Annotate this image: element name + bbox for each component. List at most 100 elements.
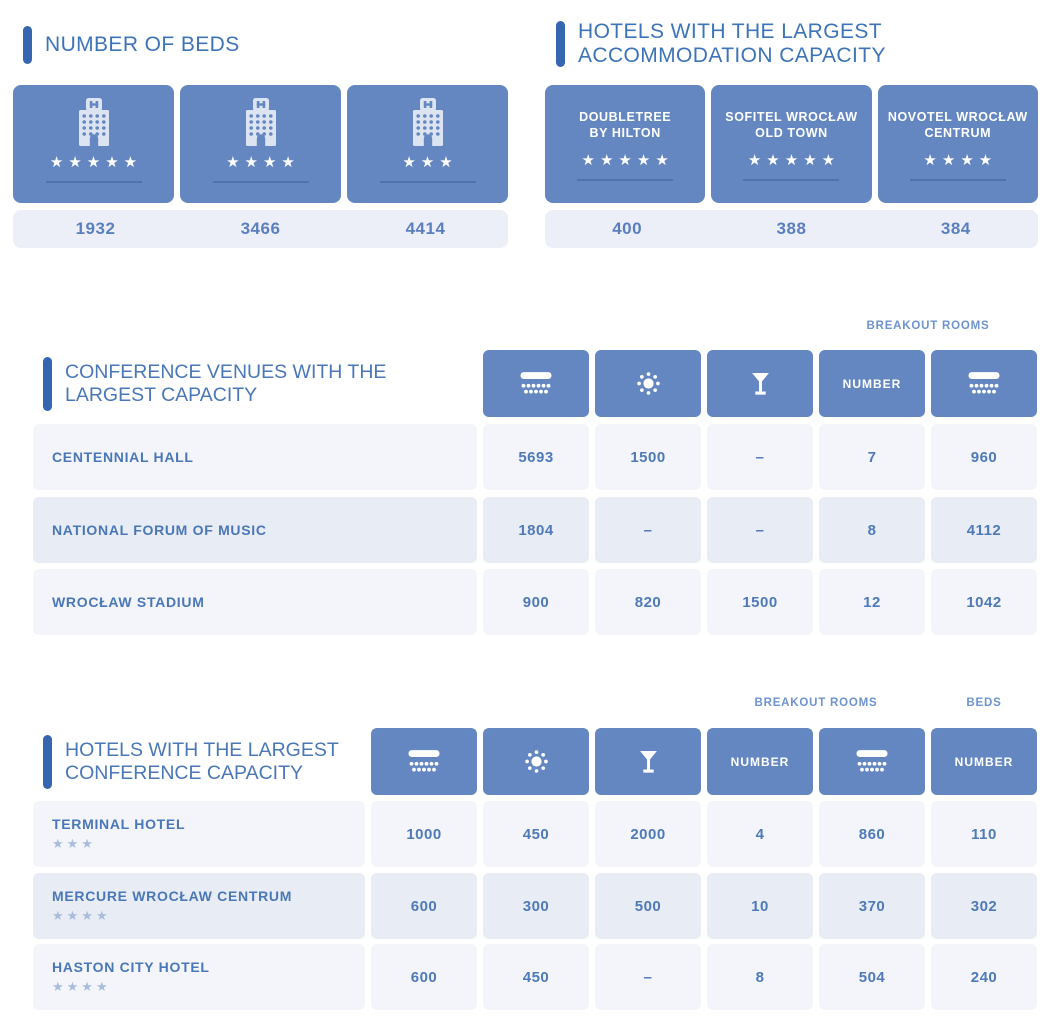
beds-card-5star: ★★★★★	[13, 85, 174, 203]
star-rating: ★★★★	[52, 908, 111, 923]
accommodation-card-row: DOUBLETREE BY HILTON ★★★★★ SOFITEL WROCŁ…	[545, 85, 1038, 203]
card-divider	[743, 178, 840, 181]
column-header-breakout-theater	[931, 350, 1037, 417]
venues-table: BREAKOUT ROOMS CONFERENCE VENUES WITH TH…	[33, 320, 1037, 640]
number-label: NUMBER	[730, 754, 790, 769]
value-cell: –	[595, 944, 701, 1010]
cocktail-icon	[639, 750, 657, 773]
capacity-value: 388	[776, 219, 807, 238]
star-rating: ★★★★	[226, 154, 300, 171]
accent-bar	[43, 734, 52, 789]
number-label: NUMBER	[842, 376, 902, 391]
value-cell: 10	[707, 873, 813, 939]
hotel-name: HASTON CITY HOTEL	[52, 959, 210, 975]
hotel-building-icon	[405, 98, 451, 146]
star-rating: ★★★★★	[747, 151, 841, 169]
table-title-line2: CONFERENCE CAPACITY	[65, 761, 303, 784]
value-cell: 450	[483, 944, 589, 1010]
value-cell: 240	[931, 944, 1037, 1010]
table-row: NATIONAL FORUM OF MUSIC 1804 – – 8 4112	[33, 497, 1037, 563]
value-cell: 302	[931, 873, 1037, 939]
hotel-name-line1: NOVOTEL WROCŁAW	[887, 110, 1028, 124]
value-cell: 1000	[371, 801, 477, 867]
value-cell: 1500	[595, 424, 701, 490]
column-header-theater	[483, 350, 589, 417]
venue-name: WROCŁAW STADIUM	[52, 594, 205, 610]
value-cell: 450	[483, 801, 589, 867]
value-cell: 5693	[483, 424, 589, 490]
accommodation-section-title: HOTELS WITH THE LARGEST ACCOMMODATION CA…	[556, 20, 886, 67]
beds-section-title: NUMBER OF BEDS	[23, 26, 240, 64]
beds-label: BEDS	[966, 697, 1002, 709]
beds-card-row: ★★★★★ ★★★★ ★★★	[13, 85, 508, 203]
cocktail-icon	[751, 372, 769, 395]
column-header-cocktail	[707, 350, 813, 417]
star-rating: ★★★★	[923, 151, 998, 169]
capacity-value: 400	[612, 219, 643, 238]
beds-card-4star: ★★★★	[180, 85, 341, 203]
value-cell: 960	[931, 424, 1037, 490]
value-cell: 504	[819, 944, 925, 1010]
column-header-sun	[595, 350, 701, 417]
beds-card-3star: ★★★	[347, 85, 508, 203]
column-header-cocktail	[595, 728, 701, 795]
value-cell: 8	[707, 944, 813, 1010]
accent-bar	[23, 26, 32, 64]
column-header-sun	[483, 728, 589, 795]
accent-bar	[556, 21, 565, 67]
value-cell: 600	[371, 944, 477, 1010]
value-cell: 820	[595, 569, 701, 635]
value-cell: 1042	[931, 569, 1037, 635]
value-cell: 860	[819, 801, 925, 867]
star-rating: ★★★	[402, 154, 458, 171]
beds-value: 3466	[240, 219, 281, 238]
star-rating: ★★★★★	[49, 154, 143, 171]
section-title: NUMBER OF BEDS	[45, 33, 240, 57]
sun-icon	[524, 750, 548, 773]
card-divider	[45, 181, 142, 183]
beds-value: 1932	[75, 219, 116, 238]
value-cell: 1804	[483, 497, 589, 563]
value-cell: 300	[483, 873, 589, 939]
theater-seating-icon	[520, 372, 552, 394]
hotel-name: MERCURE WROCŁAW CENTRUM	[52, 888, 293, 904]
beds-values-strip: 1932 3466 4414	[13, 210, 508, 248]
beds-value: 4414	[405, 219, 446, 238]
value-cell: 500	[595, 873, 701, 939]
table-row: CENTENNIAL HALL 5693 1500 – 7 960	[33, 424, 1037, 490]
value-cell: –	[595, 497, 701, 563]
column-header-theater	[371, 728, 477, 795]
section-title-line1: HOTELS WITH THE LARGEST	[578, 20, 883, 44]
card-divider	[379, 181, 476, 183]
column-header-breakout-theater	[819, 728, 925, 795]
breakout-rooms-label: BREAKOUT ROOMS	[754, 697, 878, 709]
value-cell: 110	[931, 801, 1037, 867]
value-cell: –	[707, 424, 813, 490]
column-header-number: NUMBER	[707, 728, 813, 795]
venue-name: CENTENNIAL HALL	[52, 449, 194, 465]
table-title-line2: WITH THE LARGEST CAPACITY	[65, 360, 387, 406]
value-cell: 600	[371, 873, 477, 939]
hotel-name: TERMINAL HOTEL	[52, 816, 186, 832]
value-cell: 900	[483, 569, 589, 635]
value-cell: 1500	[707, 569, 813, 635]
value-cell: 4	[707, 801, 813, 867]
table-title-line1: HOTELS WITH THE LARGEST	[65, 738, 339, 761]
hotel-name-line2: BY HILTON	[589, 126, 661, 141]
value-cell: 8	[819, 497, 925, 563]
section-title-line2: ACCOMMODATION CAPACITY	[578, 44, 886, 67]
table-row: HASTON CITY HOTEL ★★★★ 600 450 – 8 504 2…	[33, 944, 1037, 1010]
hotel-card: DOUBLETREE BY HILTON ★★★★★	[545, 85, 706, 203]
card-divider	[909, 178, 1006, 181]
value-cell: 7	[819, 424, 925, 490]
column-header-beds-number: NUMBER	[931, 728, 1037, 795]
hotels-table: BREAKOUT ROOMS BEDS HOTELS WITH THE LARG…	[33, 697, 1037, 1017]
table-row: MERCURE WROCŁAW CENTRUM ★★★★ 600 300 500…	[33, 873, 1037, 939]
hotel-name-line2: OLD TOWN	[755, 126, 828, 141]
hotel-name-line1: SOFITEL WROCŁAW	[725, 110, 858, 124]
breakout-rooms-label: BREAKOUT ROOMS	[866, 320, 990, 332]
hotel-name-line1: DOUBLETREE	[579, 110, 672, 124]
value-cell: 4112	[931, 497, 1037, 563]
value-cell: 370	[819, 873, 925, 939]
value-cell: 12	[819, 569, 925, 635]
